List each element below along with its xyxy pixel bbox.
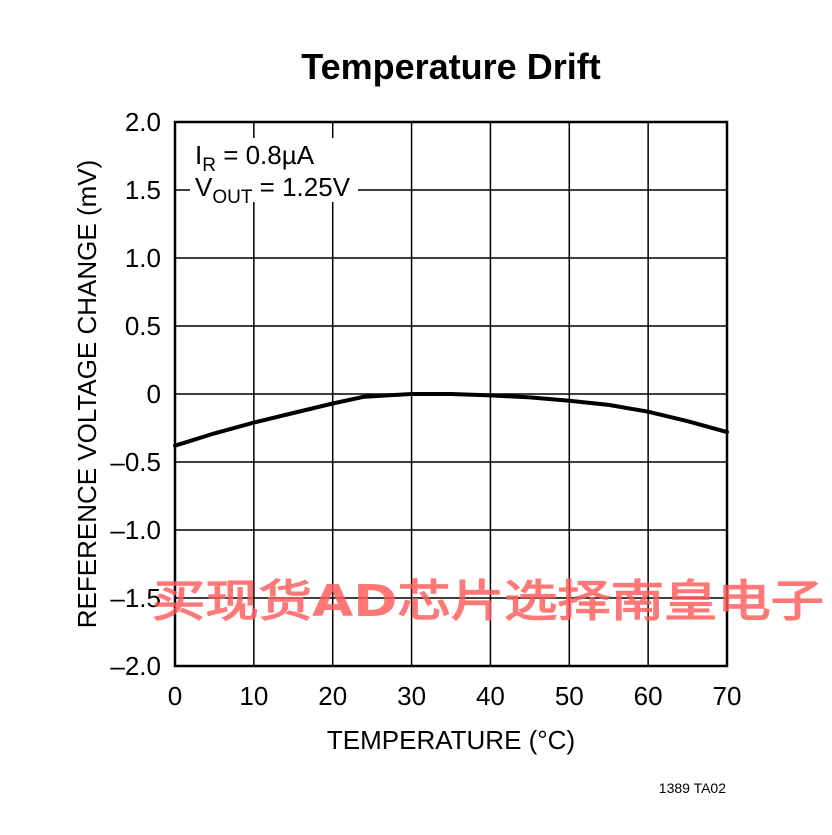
series-layer	[173, 392, 729, 448]
y-axis-label: REFERENCE VOLTAGE CHANGE (mV)	[72, 160, 102, 629]
x-tick-label: 20	[318, 681, 347, 711]
watermark: 买现货AD芯片选择南皇电子	[152, 576, 824, 627]
x-tick-label: 10	[239, 681, 268, 711]
annotation-background	[190, 138, 358, 202]
y-tick-label: 1.0	[125, 243, 161, 273]
y-tick-label: 1.5	[125, 175, 161, 205]
plot-frame	[173, 120, 729, 668]
x-tick-label: 30	[397, 681, 426, 711]
y-tick-label: –0.5	[110, 447, 161, 477]
x-tick-label: 0	[168, 681, 182, 711]
x-tick-label: 60	[634, 681, 663, 711]
y-tick-label: 0	[147, 379, 161, 409]
x-tick-label: 70	[713, 681, 742, 711]
y-tick-label: –1.5	[110, 583, 161, 613]
y-tick-label: 0.5	[125, 311, 161, 341]
y-tick-label: 2.0	[125, 107, 161, 137]
chart-title: Temperature Drift	[301, 46, 600, 87]
x-axis-label: TEMPERATURE (°C)	[327, 725, 575, 755]
y-tick-label: –1.0	[110, 515, 161, 545]
y-tick-label: –2.0	[110, 651, 161, 681]
grid	[175, 122, 727, 666]
annotation-vout: VOUT = 1.25V	[195, 172, 351, 208]
annotation-ir: IR = 0.8µA	[195, 140, 315, 176]
x-tick-label: 50	[555, 681, 584, 711]
figure-id: 1389 TA02	[659, 780, 726, 796]
tick-labels: 0 10 20 30 40 50 60 70 2.0 1.5 1.0 0.5 0 –0.5 –1.0 –1.5…	[110, 107, 741, 711]
series-line-0	[173, 392, 729, 448]
x-tick-label: 40	[476, 681, 505, 711]
